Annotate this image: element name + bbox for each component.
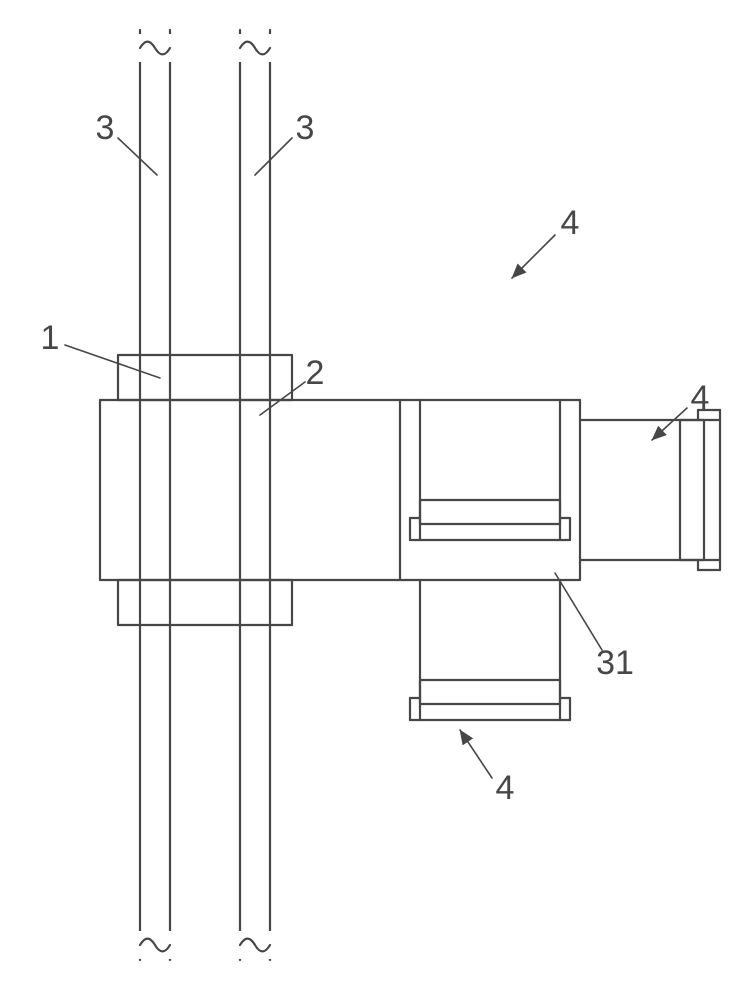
svg-text:3: 3 <box>96 109 115 147</box>
svg-text:3: 3 <box>296 109 315 147</box>
svg-text:4: 4 <box>561 204 580 242</box>
svg-text:4: 4 <box>496 769 515 807</box>
svg-text:2: 2 <box>306 354 325 392</box>
svg-text:4: 4 <box>691 379 710 417</box>
svg-text:31: 31 <box>596 644 634 682</box>
svg-text:1: 1 <box>41 319 60 357</box>
engineering-diagram: 1 2 31 3 3 4 4 4 <box>0 0 744 1000</box>
